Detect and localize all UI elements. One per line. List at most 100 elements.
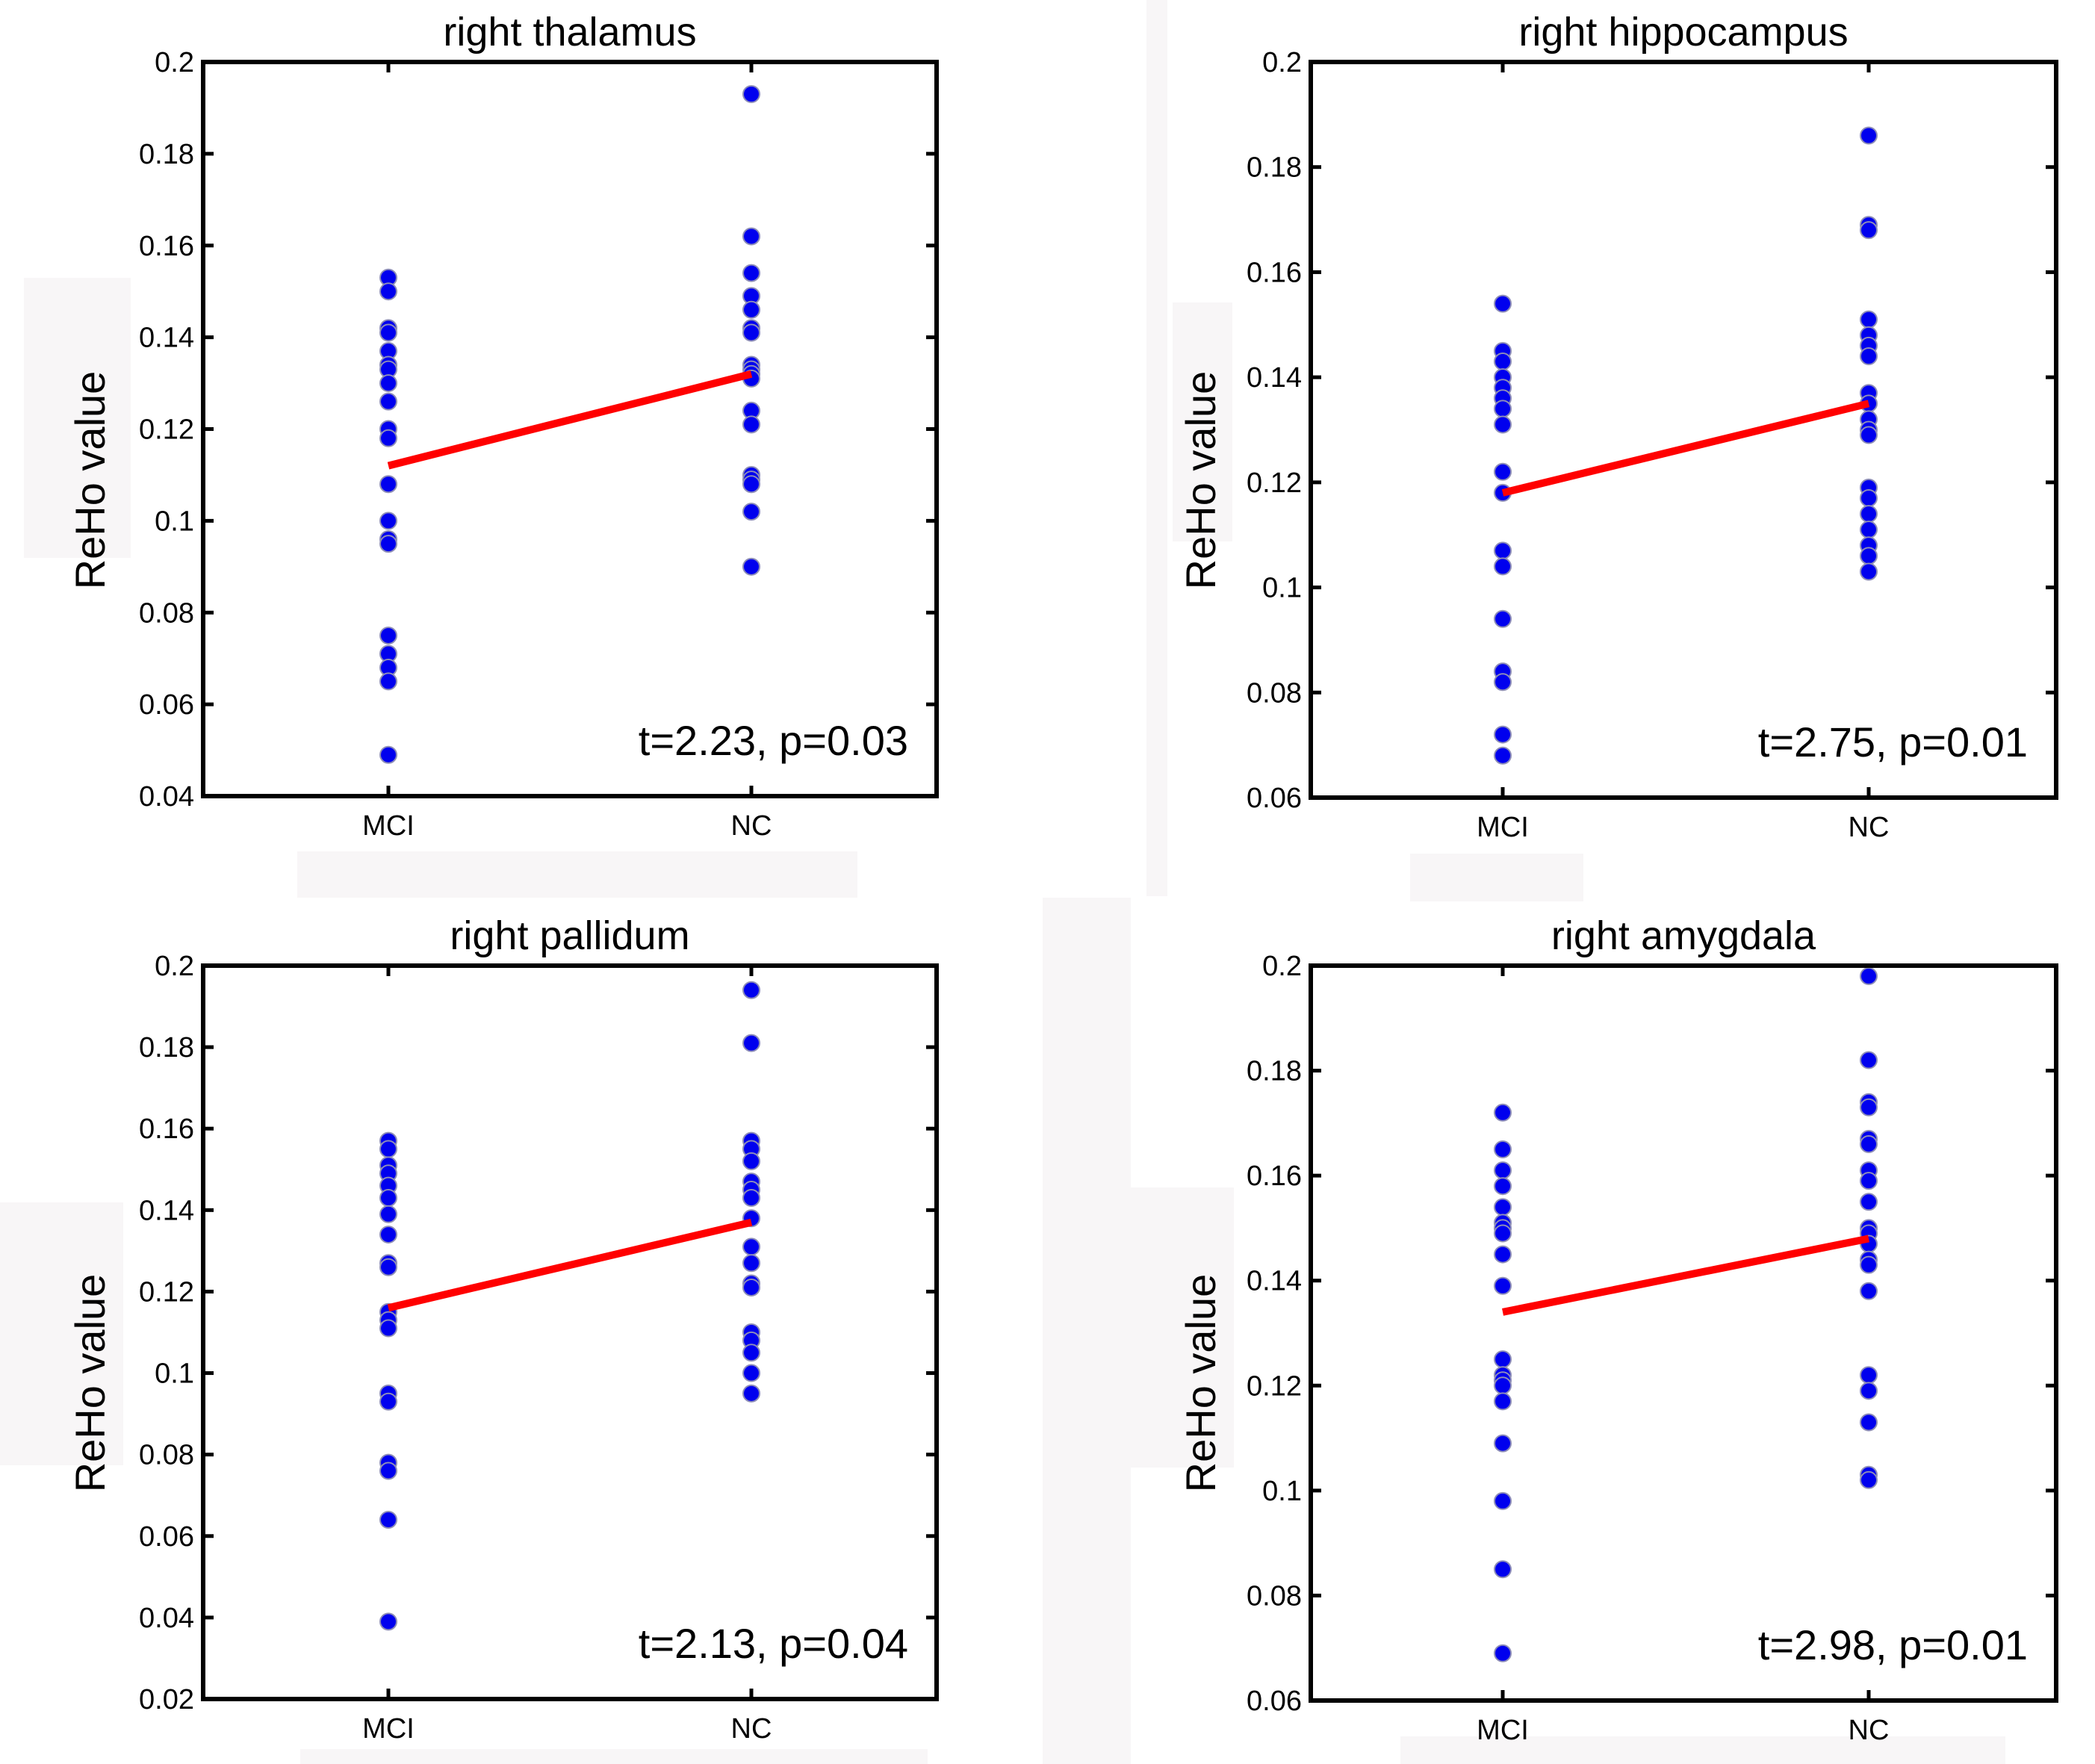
y-tick-label: 0.16 bbox=[1247, 1161, 1302, 1192]
data-point-nc bbox=[1860, 1470, 1878, 1489]
data-point-nc bbox=[742, 557, 760, 576]
data-point-mci bbox=[1494, 1198, 1512, 1217]
mean-line bbox=[387, 1218, 753, 1312]
plot-frame bbox=[201, 963, 939, 1701]
y-tick-label: 0.12 bbox=[1247, 468, 1302, 499]
data-point-nc bbox=[742, 85, 760, 104]
data-point-mci bbox=[1494, 353, 1512, 371]
data-point-mci bbox=[379, 1140, 397, 1158]
data-point-nc bbox=[742, 300, 760, 319]
data-point-mci bbox=[1494, 1350, 1512, 1369]
background-artifact bbox=[1043, 898, 1131, 1764]
data-point-mci bbox=[1494, 557, 1512, 576]
data-point-mci bbox=[379, 512, 397, 530]
data-point-mci bbox=[379, 1319, 397, 1338]
y-tick-label: 0.14 bbox=[1247, 1266, 1302, 1297]
data-point-nc bbox=[1860, 521, 1878, 539]
x-tick-label: MCI bbox=[1477, 812, 1529, 843]
data-point-nc bbox=[1860, 1172, 1878, 1190]
data-point-mci bbox=[1494, 415, 1512, 434]
data-point-nc bbox=[742, 1254, 760, 1273]
x-tick-label: MCI bbox=[362, 810, 415, 842]
data-point-mci bbox=[379, 1188, 397, 1207]
data-point-mci bbox=[379, 323, 397, 342]
data-point-mci bbox=[1494, 1224, 1512, 1243]
y-tick-label: 0.18 bbox=[139, 1032, 194, 1063]
data-point-mci bbox=[1494, 1276, 1512, 1295]
y-tick-label: 0.08 bbox=[139, 1440, 194, 1471]
mean-line bbox=[1502, 1235, 1869, 1316]
data-point-mci bbox=[1494, 462, 1512, 481]
data-point-mci bbox=[379, 392, 397, 411]
background-artifact bbox=[297, 851, 857, 898]
chart-title: right thalamus bbox=[443, 10, 696, 55]
data-point-mci bbox=[379, 1612, 397, 1631]
data-point-nc bbox=[1860, 221, 1878, 240]
y-tick-label: 0.2 bbox=[1262, 47, 1302, 78]
stat-annotation: t=2.98, p=0.01 bbox=[1758, 1621, 2028, 1668]
data-point-mci bbox=[1494, 1140, 1512, 1158]
y-tick-label: 0.16 bbox=[139, 1114, 194, 1145]
data-point-nc bbox=[1860, 1282, 1878, 1300]
y-tick-label: 0.1 bbox=[1262, 573, 1302, 604]
panel-right-pallidum: right pallidum ReHo value 0.02 0.04 0.06 0.08… bbox=[66, 913, 939, 1745]
data-point-mci bbox=[379, 374, 397, 393]
stat-annotation: t=2.13, p=0.04 bbox=[639, 1620, 908, 1667]
x-tick-label: NC bbox=[731, 1713, 772, 1745]
plot-frame bbox=[1309, 963, 2058, 1703]
y-tick-label: 0.18 bbox=[1247, 1056, 1302, 1087]
data-point-nc bbox=[1860, 1193, 1878, 1211]
data-point-nc bbox=[742, 1278, 760, 1296]
data-point-mci bbox=[1494, 400, 1512, 418]
y-tick-label: 0.08 bbox=[1247, 677, 1302, 709]
data-point-mci bbox=[379, 282, 397, 301]
y-tick-label: 0.14 bbox=[139, 323, 194, 354]
y-axis-label: ReHo value bbox=[1177, 1274, 1224, 1493]
data-point-nc bbox=[1860, 1134, 1878, 1153]
data-point-nc bbox=[742, 227, 760, 246]
data-point-mci bbox=[379, 745, 397, 764]
data-point-nc bbox=[742, 1384, 760, 1403]
data-point-mci bbox=[1494, 746, 1512, 765]
data-point-mci bbox=[379, 429, 397, 447]
mean-line bbox=[1501, 400, 1870, 497]
data-point-nc bbox=[1860, 488, 1878, 507]
y-tick-label: 0.04 bbox=[139, 1603, 194, 1634]
data-point-nc bbox=[742, 1152, 760, 1170]
panel-right-amygdala: right amygdala ReHo value 0.06 0.08 0.1 0.12 0… bbox=[1177, 913, 2058, 1746]
y-tick-label: 0.06 bbox=[139, 1521, 194, 1553]
y-tick-label: 0.06 bbox=[1247, 783, 1302, 814]
data-point-mci bbox=[1494, 294, 1512, 313]
y-tick-label: 0.14 bbox=[1247, 362, 1302, 394]
data-point-nc bbox=[742, 1364, 760, 1382]
data-point-mci bbox=[1494, 1245, 1512, 1264]
data-point-nc bbox=[1860, 505, 1878, 524]
y-tick-label: 0.18 bbox=[139, 139, 194, 170]
data-point-mci bbox=[1494, 1644, 1512, 1662]
y-tick-label: 0.12 bbox=[139, 1276, 194, 1308]
y-axis-label: ReHo value bbox=[1177, 371, 1224, 590]
background-artifact bbox=[1173, 302, 1232, 541]
data-point-nc bbox=[1860, 547, 1878, 565]
data-point-mci bbox=[1494, 1491, 1512, 1510]
stat-annotation: t=2.75, p=0.01 bbox=[1758, 718, 2028, 765]
data-point-nc bbox=[742, 323, 760, 342]
data-point-nc bbox=[742, 415, 760, 434]
y-axis-label: ReHo value bbox=[66, 1274, 114, 1493]
data-point-nc bbox=[1860, 426, 1878, 444]
y-tick-label: 0.2 bbox=[1262, 951, 1302, 982]
data-point-nc bbox=[742, 1237, 760, 1256]
background-artifact bbox=[300, 1749, 928, 1764]
data-point-nc bbox=[742, 475, 760, 494]
data-point-mci bbox=[1494, 1434, 1512, 1453]
background-artifact bbox=[1410, 854, 1583, 901]
data-point-nc bbox=[1860, 126, 1878, 145]
background-artifact bbox=[1146, 0, 1167, 896]
y-tick-label: 0.04 bbox=[139, 781, 194, 813]
data-point-nc bbox=[1860, 562, 1878, 581]
data-point-mci bbox=[1494, 1177, 1512, 1196]
data-point-nc bbox=[742, 1034, 760, 1052]
y-tick-label: 0.16 bbox=[1247, 257, 1302, 288]
background-artifact bbox=[1400, 1736, 2005, 1764]
